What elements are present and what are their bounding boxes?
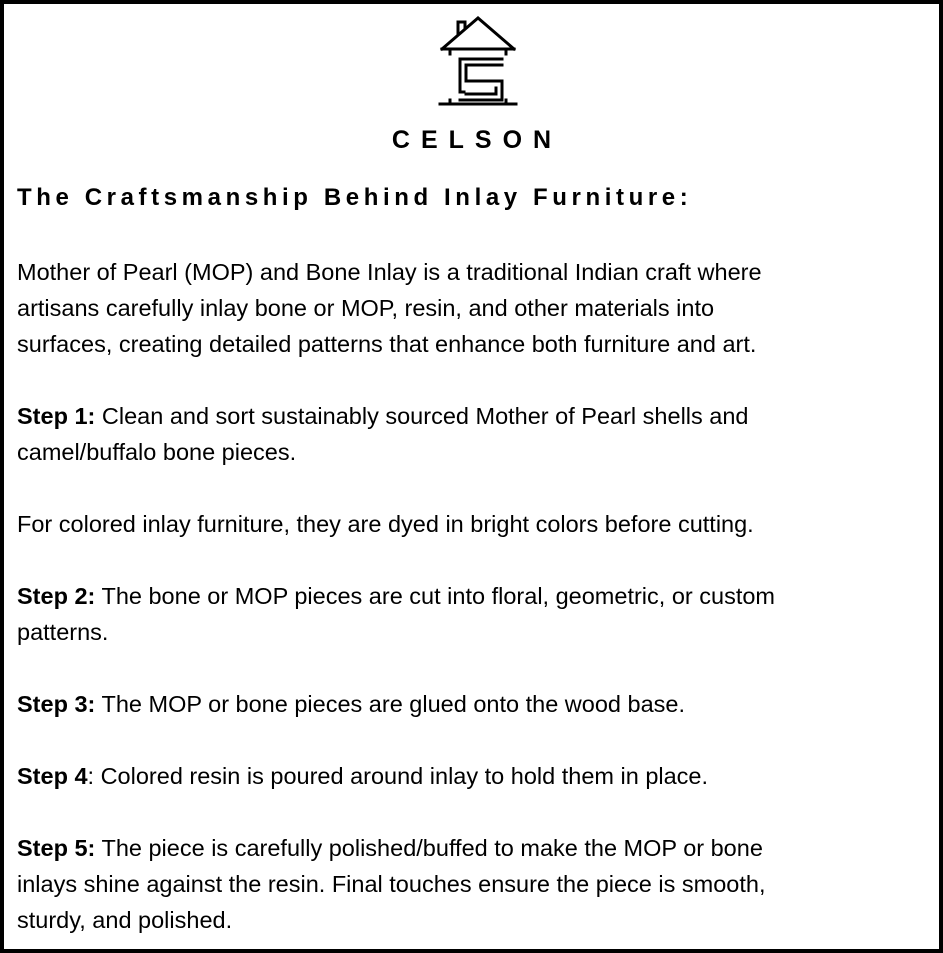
text-line: sturdy, and polished. [17,907,233,933]
step-label: Step 3: [17,691,96,717]
step-label: Step 4 [17,763,88,789]
step-2: Step 2: The bone or MOP pieces are cut i… [17,578,775,650]
intro-paragraph: Mother of Pearl (MOP) and Bone Inlay is … [17,254,762,362]
text-line: The MOP or bone pieces are glued onto th… [95,691,685,717]
step-1: Step 1: Clean and sort sustainably sourc… [17,398,749,470]
step-5: Step 5: The piece is carefully polished/… [17,830,766,938]
text-line: For colored inlay furniture, they are dy… [17,511,754,537]
step-label: Step 2: [17,583,96,609]
colored-note: For colored inlay furniture, they are dy… [17,506,754,542]
text-line: The piece is carefully polished/buffed t… [95,835,763,861]
step-label: Step 1: [17,403,96,429]
text-line: : Colored resin is poured around inlay t… [87,763,709,789]
text-line: The bone or MOP pieces are cut into flor… [95,583,776,609]
step-3: Step 3: The MOP or bone pieces are glued… [17,686,685,722]
text-line: Mother of Pearl (MOP) and Bone Inlay is … [17,259,762,285]
text-line: patterns. [17,619,109,645]
page-title: The Craftsmanship Behind Inlay Furniture… [17,184,693,211]
brand-name: CELSON [391,126,563,154]
step-4: Step 4: Colored resin is poured around i… [17,758,708,794]
step-label: Step 5: [17,835,96,861]
text-line: artisans carefully inlay bone or MOP, re… [17,295,715,321]
text-line: camel/buffalo bone pieces. [17,439,297,465]
house-s-logo-icon [438,16,518,106]
text-line: surfaces, creating detailed patterns tha… [17,331,757,357]
text-line: inlays shine against the resin. Final to… [17,871,766,897]
text-line: Clean and sort sustainably sourced Mothe… [95,403,749,429]
